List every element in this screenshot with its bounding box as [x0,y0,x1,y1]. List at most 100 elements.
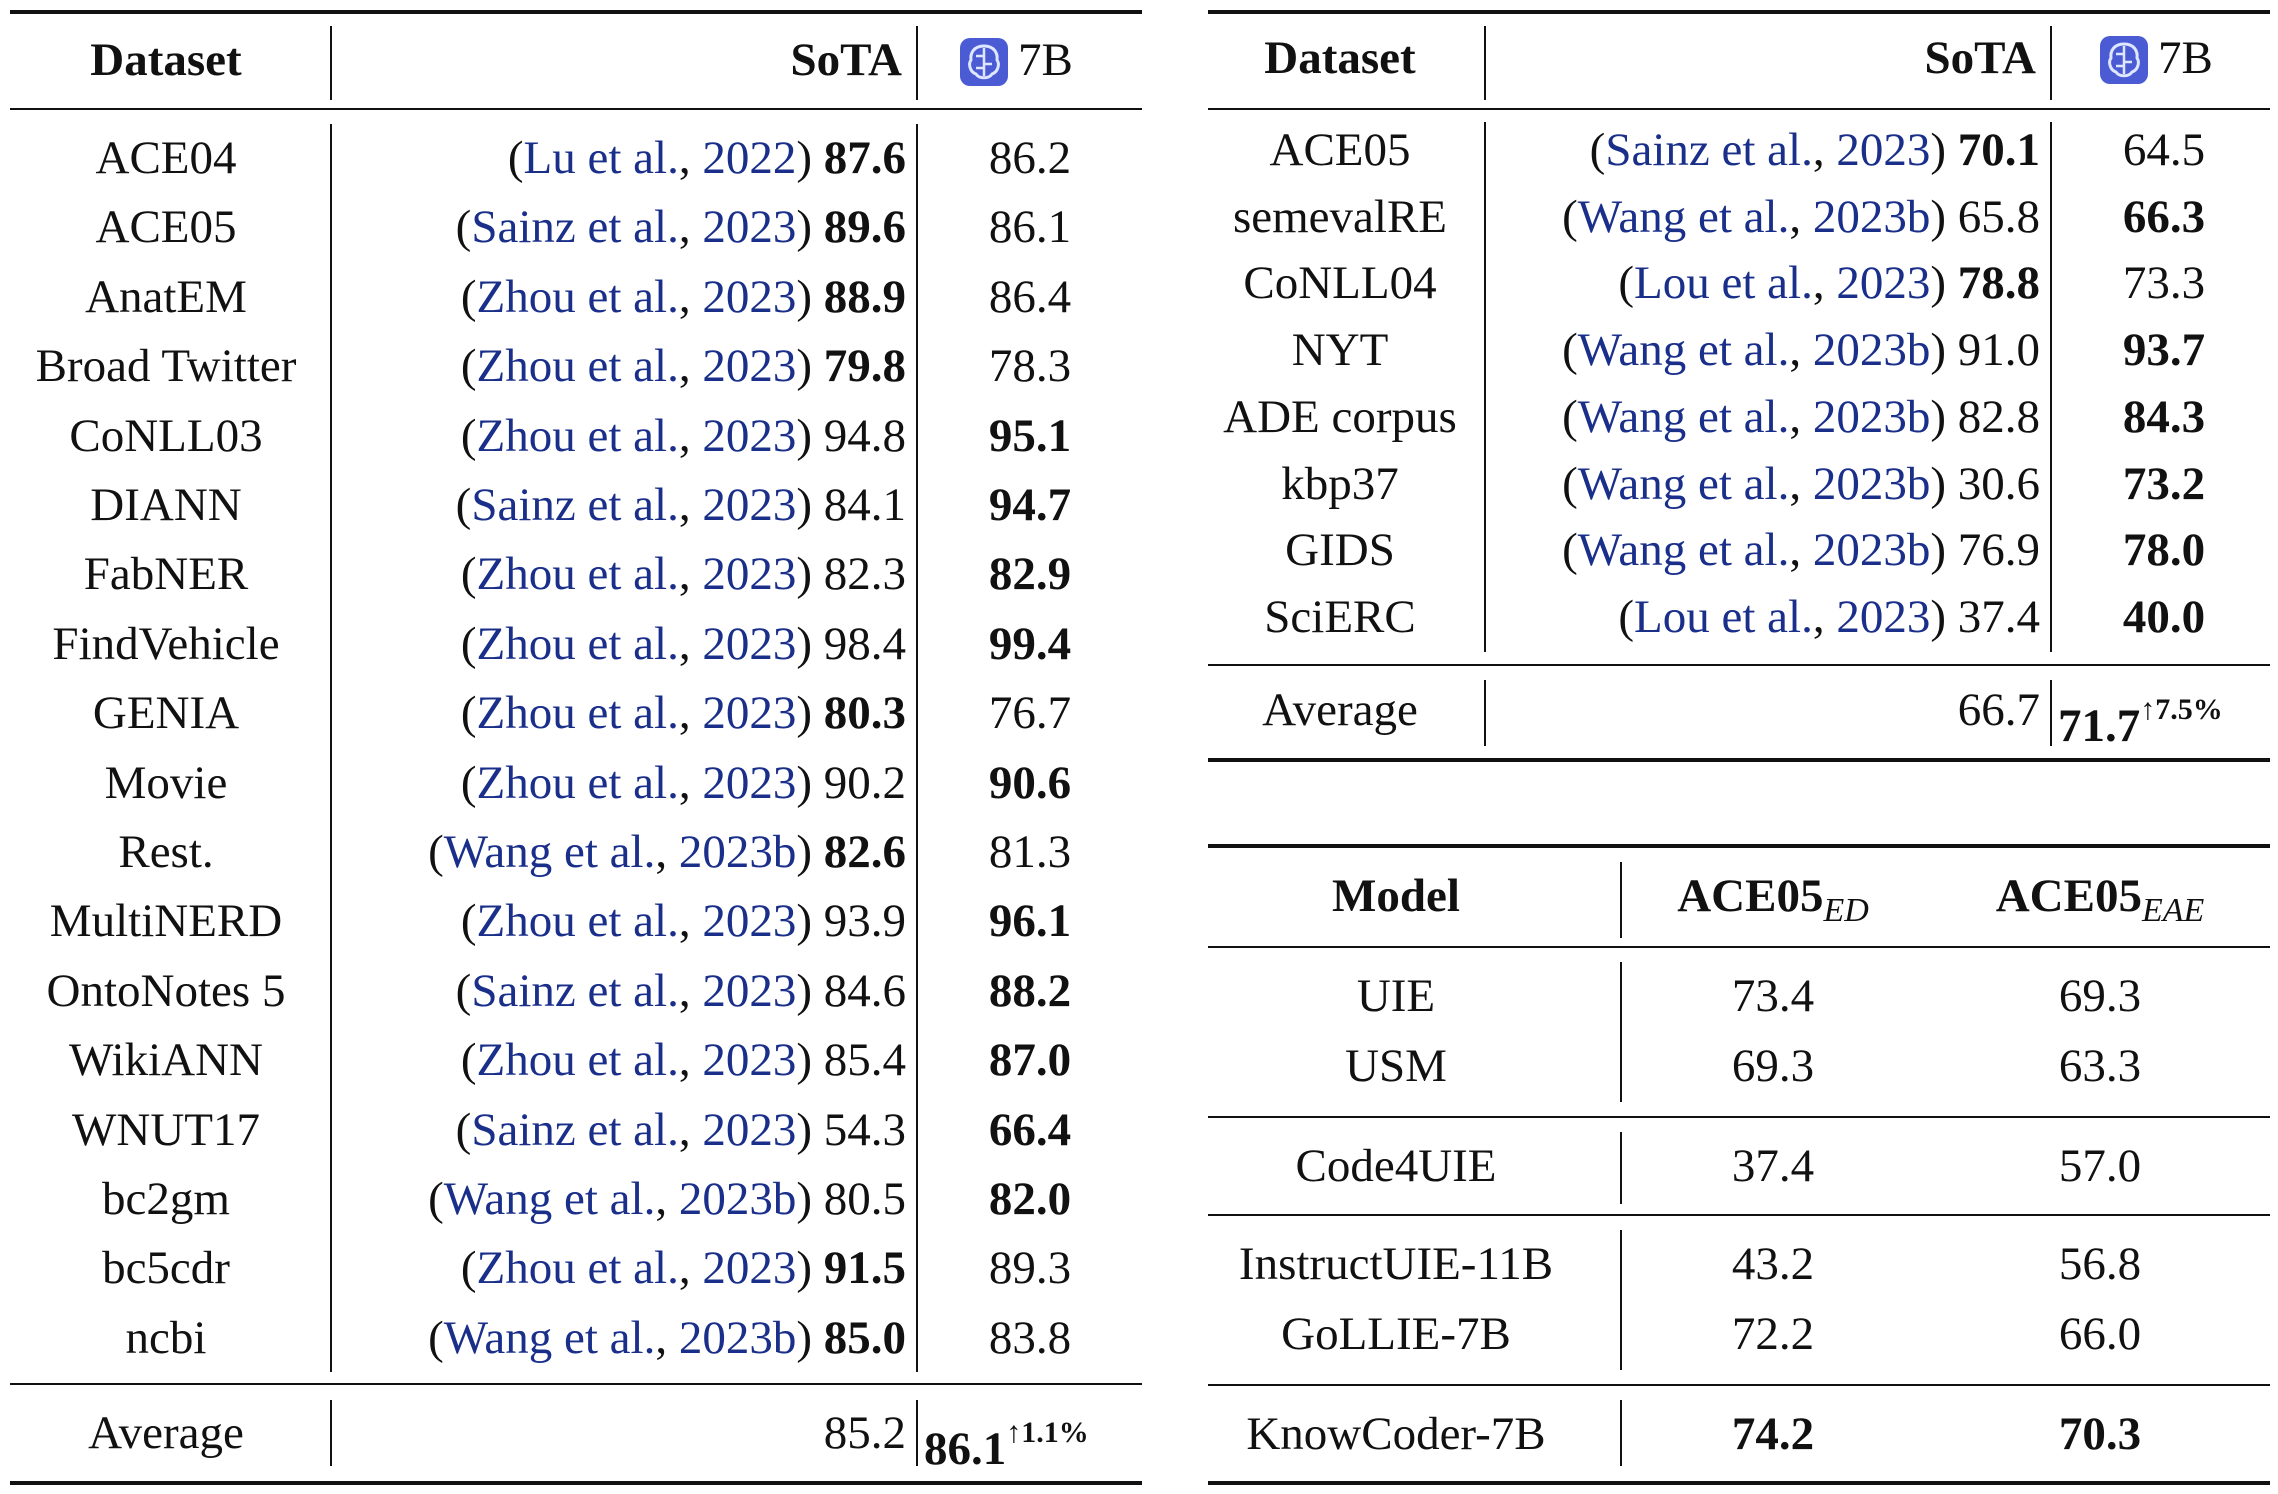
sota-cell: (Sainz et al., 2023) 89.6 [456,197,906,257]
citation-year[interactable]: 2023b [678,1311,797,1364]
citation-paren: ) [796,687,812,740]
citation-paren: ( [460,270,477,323]
group-rule [1208,1384,2270,1386]
citation-author[interactable]: Sainz et al. [471,479,679,531]
citation-year[interactable]: 2023 [702,1242,797,1295]
citation-year[interactable]: 2023b [1812,457,1931,510]
citation-year[interactable]: 2023b [678,1173,797,1225]
citation-year[interactable]: 2023 [702,687,797,740]
average-sota: 85.2 [823,1407,906,1459]
citation-author[interactable]: Zhou et al. [476,1242,679,1295]
model-score: 90.6 [988,756,1072,809]
citation-author[interactable]: Zhou et al. [476,548,679,601]
citation-author[interactable]: Sainz et al. [1605,124,1813,176]
citation-author[interactable]: Wang et al. [1577,390,1790,443]
citation-author[interactable]: Zhou et al. [476,340,679,393]
citation-author[interactable]: Lou et al. [1634,590,1813,643]
citation-author[interactable]: Lu et al. [523,132,679,184]
col-divider [2050,122,2052,652]
sota-score: 89.6 [823,201,906,254]
citation-separator: , [678,964,703,1017]
citation-paren: ) [796,1173,812,1225]
sota-score: 90.2 [823,756,906,809]
citation-author[interactable]: Wang et al. [1577,190,1790,243]
spacer [1946,324,1958,376]
sota-cell: (Zhou et al., 2023) 88.9 [461,267,906,327]
average-gain: ↑7.5% [2140,693,2223,726]
citation-year[interactable]: 2023b [1812,390,1931,443]
citation-year[interactable]: 2023b [1812,190,1931,243]
citation-author[interactable]: Zhou et al. [476,270,679,323]
citation-year[interactable]: 2023 [702,756,797,809]
eae-score: 70.3 [2058,1408,2142,1460]
citation-author[interactable]: Zhou et al. [476,756,679,809]
citation-author[interactable]: Zhou et al. [476,895,679,948]
citation-paren: ) [796,964,812,1017]
citation-year[interactable]: 2023b [1812,324,1931,377]
model-score: 64.5 [2122,124,2206,176]
citation-year[interactable]: 2023 [702,479,797,531]
citation-separator: , [1812,124,1837,176]
spacer [812,132,824,184]
spacer [812,965,824,1017]
citation-year[interactable]: 2023b [1812,524,1931,577]
citation-author[interactable]: Zhou et al. [476,617,679,670]
citation-author[interactable]: Wang et al. [1577,457,1790,510]
citation-year[interactable]: 2023 [702,270,797,323]
citation-author[interactable]: Wang et al. [443,1173,656,1225]
citation-year[interactable]: 2023 [702,617,797,670]
model-score: 66.4 [988,1103,1072,1156]
sota-score: 98.4 [823,617,906,670]
citation-paren: ) [796,895,812,948]
citation-year[interactable]: 2022 [702,132,797,184]
citation-author[interactable]: Wang et al. [1577,524,1790,577]
citation-author[interactable]: Zhou et al. [476,687,679,740]
citation-author[interactable]: Wang et al. [443,826,656,878]
citation-paren: ) [796,756,812,809]
citation-year[interactable]: 2023b [678,826,797,878]
dataset-name: NYT [1291,324,1389,377]
citation-author[interactable]: Zhou et al. [476,1034,679,1087]
col-divider [1484,680,1486,746]
average-sota: 66.7 [1957,684,2040,736]
citation-author[interactable]: Sainz et al. [471,201,679,254]
citation-paren: ) [796,617,812,670]
citation-year[interactable]: 2023 [702,409,797,462]
model-score: 78.0 [2122,524,2206,577]
header-rule [1208,108,2270,110]
citation-year[interactable]: 2023 [702,1103,797,1156]
sota-cell: (Zhou et al., 2023) 79.8 [461,336,906,396]
citation-author[interactable]: Sainz et al. [471,1103,679,1156]
citation-paren: ( [1562,190,1578,243]
top-rule [1208,844,2270,848]
citation-paren: ( [455,479,472,531]
sota-score: 91.5 [823,1242,906,1295]
header-rule [1208,946,2270,948]
model-score: 96.1 [988,895,1072,948]
citation-year[interactable]: 2023 [702,964,797,1017]
citation-year[interactable]: 2023 [702,340,797,393]
citation-author[interactable]: Wang et al. [1577,324,1790,377]
citation-paren: ) [796,1103,812,1156]
citation-year[interactable]: 2023 [702,895,797,948]
spacer [812,479,824,531]
citation-paren: ) [1930,190,1946,243]
sota-cell: (Sainz et al., 2023) 84.6 [456,961,906,1021]
citation-author[interactable]: Zhou et al. [476,409,679,462]
eae-score: 57.0 [2058,1140,2142,1192]
citation-author[interactable]: Sainz et al. [471,964,679,1017]
citation-year[interactable]: 2023 [1836,257,1931,310]
header-ace05-eae-sub: EAE [2141,892,2205,929]
citation-year[interactable]: 2023 [1836,590,1931,643]
citation-year[interactable]: 2023 [702,201,797,254]
top-rule [1208,10,2270,14]
citation-author[interactable]: Wang et al. [443,1311,656,1364]
spacer [1946,458,1958,510]
citation-year[interactable]: 2023 [702,548,797,601]
citation-year[interactable]: 2023 [1836,124,1931,176]
citation-paren: ( [1618,257,1635,310]
citation-author[interactable]: Lou et al. [1634,257,1813,310]
col-divider [330,124,332,1372]
citation-paren: ( [1618,590,1635,643]
citation-year[interactable]: 2023 [702,1034,797,1087]
